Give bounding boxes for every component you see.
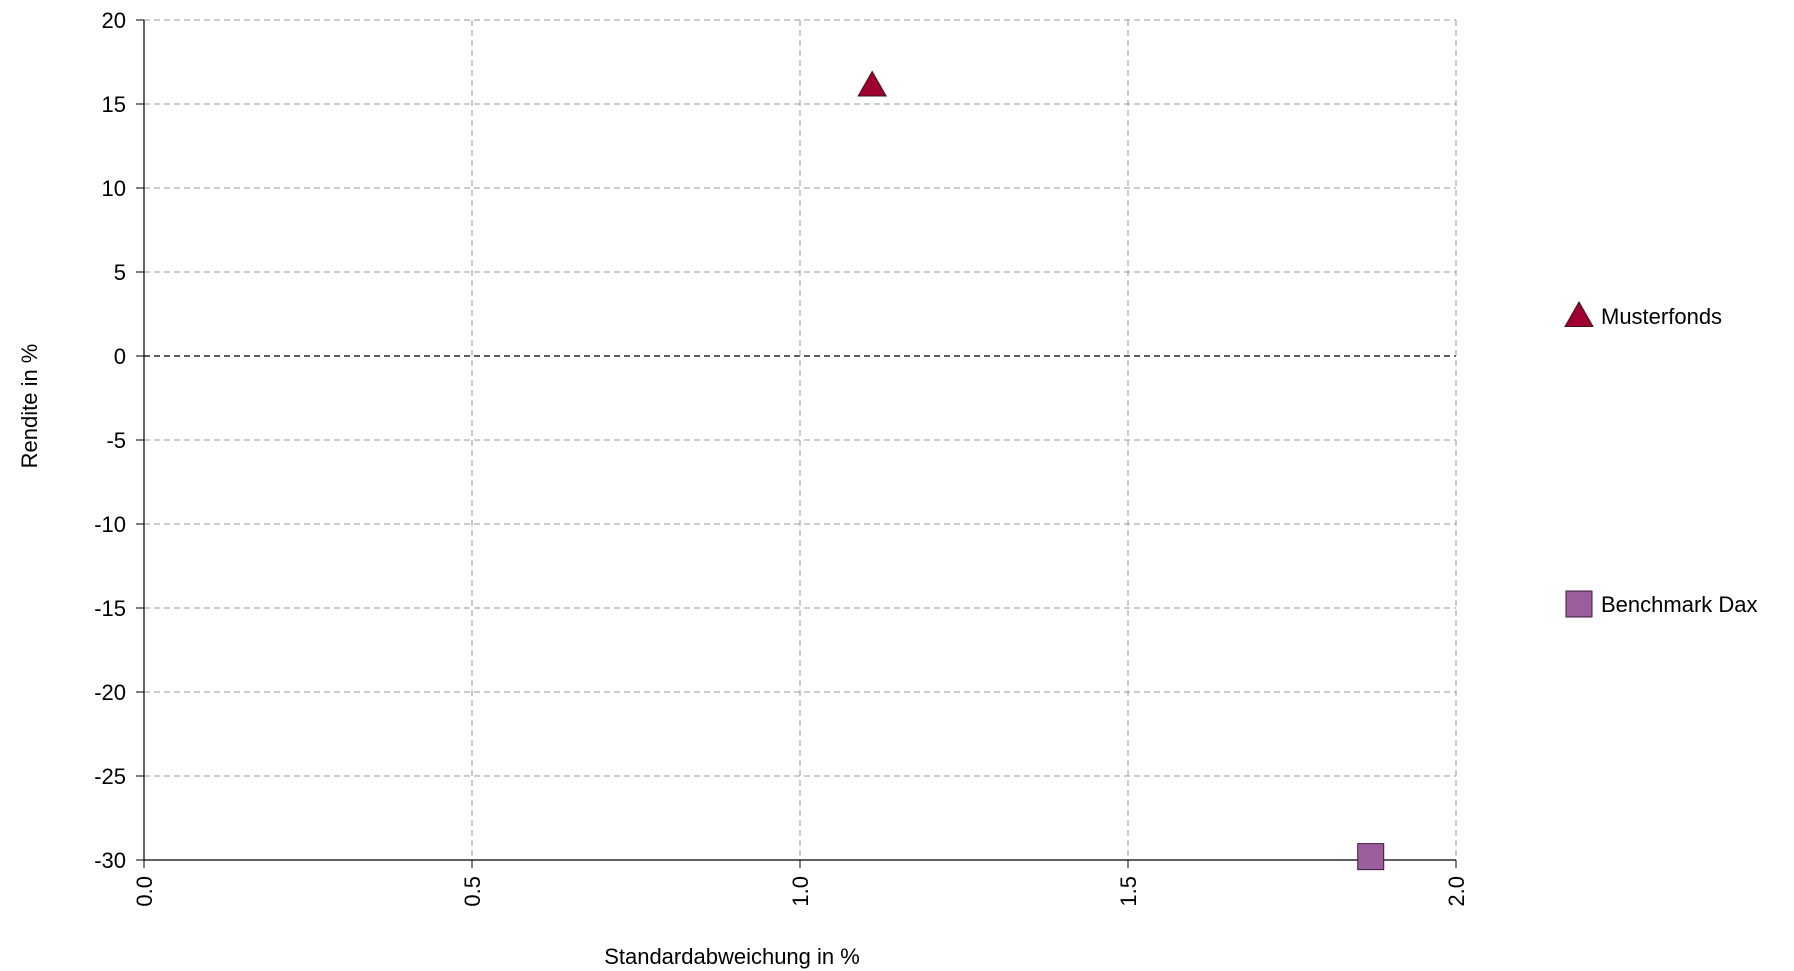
data-points xyxy=(857,70,1385,871)
legend: Musterfonds Benchmark Dax xyxy=(1564,300,1758,618)
y-tick-label: 5 xyxy=(114,260,126,285)
x-axis-title: Standardabweichung in % xyxy=(604,944,860,969)
x-tick-label: 1.0 xyxy=(788,876,813,907)
x-tick-label: 2.0 xyxy=(1444,876,1469,907)
legend-marker-square xyxy=(1565,590,1593,618)
x-tick-label: 0.0 xyxy=(132,876,157,907)
legend-label: Benchmark Dax xyxy=(1601,592,1758,617)
y-tick-label: 20 xyxy=(102,8,126,33)
legend-marker-triangle xyxy=(1564,300,1594,327)
x-tick-label: 1.5 xyxy=(1116,876,1141,907)
x-axis-ticks: 0.0 0.5 1.0 1.5 2.0 xyxy=(132,860,1469,907)
y-tick-label: 15 xyxy=(102,92,126,117)
x-tick-label: 0.5 xyxy=(460,876,485,907)
y-axis-title: Rendite in % xyxy=(17,344,42,469)
y-axis-ticks: 20 15 10 5 0 -5 -10 -15 -20 -25 -30 xyxy=(94,8,144,873)
y-tick-label: -30 xyxy=(94,848,126,873)
y-tick-label: -5 xyxy=(106,428,126,453)
y-tick-label: -10 xyxy=(94,512,126,537)
data-point-square xyxy=(1357,843,1385,871)
y-tick-label: 10 xyxy=(102,176,126,201)
legend-label: Musterfonds xyxy=(1601,304,1722,329)
grid-lines xyxy=(144,19,1457,860)
data-point-triangle xyxy=(857,70,888,97)
y-tick-label: -15 xyxy=(94,596,126,621)
y-tick-label: 0 xyxy=(114,344,126,369)
y-tick-label: -20 xyxy=(94,680,126,705)
y-tick-label: -25 xyxy=(94,764,126,789)
